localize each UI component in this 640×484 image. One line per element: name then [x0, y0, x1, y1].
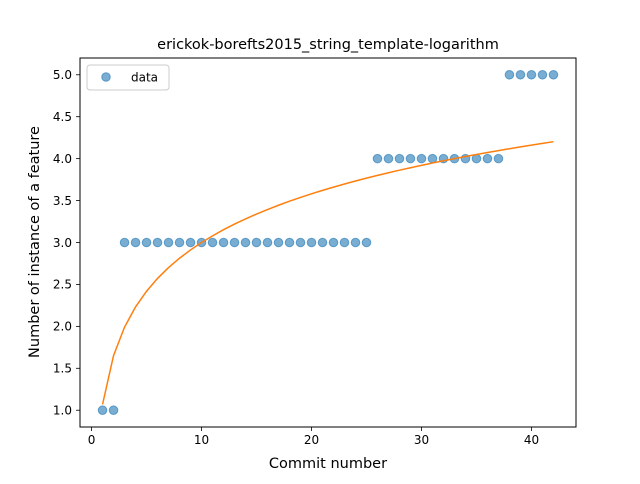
data-point: [493, 153, 504, 164]
y-tick-label: 3.0: [53, 236, 72, 250]
x-tick-label: 0: [88, 433, 96, 447]
y-tick-label: 2.0: [53, 320, 72, 334]
plot-marks: [97, 69, 559, 416]
data-point: [482, 153, 493, 164]
data-point: [405, 153, 416, 164]
chart-title: erickok-borefts2015_string_template-loga…: [157, 37, 499, 53]
x-tick-label: 20: [304, 433, 319, 447]
data-point: [295, 237, 306, 248]
data-point: [218, 237, 229, 248]
data-point: [416, 153, 427, 164]
fit-line: [101, 140, 554, 405]
data-point: [152, 237, 163, 248]
axes-frame: [79, 57, 577, 428]
data-point: [240, 237, 251, 248]
data-point: [372, 153, 383, 164]
data-point: [361, 237, 372, 248]
x-tick-label: 10: [194, 433, 209, 447]
data-point: [262, 237, 273, 248]
axis-ticks: 0 10 20 30 40 1.0 1.5 2.0 2.5 3.0 3.5 4.0 4.5 5.0: [53, 68, 539, 447]
data-point: [383, 153, 394, 164]
x-axis-label: Commit number: [269, 456, 387, 472]
data-point: [185, 237, 196, 248]
data-point: [306, 237, 317, 248]
x-tick-label: 30: [414, 433, 429, 447]
data-point: [548, 69, 559, 80]
data-point: [537, 69, 548, 80]
y-tick-label: 4.5: [53, 110, 72, 124]
data-point: [526, 69, 537, 80]
data-point: [339, 237, 350, 248]
data-point: [130, 237, 141, 248]
data-point: [350, 237, 361, 248]
data-point: [108, 405, 119, 416]
data-point: [394, 153, 405, 164]
y-tick-label: 2.5: [53, 278, 72, 292]
data-point: [174, 237, 185, 248]
data-point: [163, 237, 174, 248]
data-point: [229, 237, 240, 248]
data-point: [504, 69, 515, 80]
y-axis-label: Number of instance of a feature: [27, 126, 43, 358]
y-tick-label: 1.0: [53, 404, 72, 418]
data-point: [97, 405, 108, 416]
data-point: [141, 237, 152, 248]
data-point: [317, 237, 328, 248]
y-tick-label: 1.5: [53, 362, 72, 376]
data-point: [207, 237, 218, 248]
data-point: [251, 237, 262, 248]
data-point: [328, 237, 339, 248]
legend-box: [86, 64, 170, 91]
legend-marker: [101, 72, 111, 82]
data-point: [515, 69, 526, 80]
y-tick-label: 4.0: [53, 152, 72, 166]
data-point: [273, 237, 284, 248]
x-tick-label: 40: [524, 433, 539, 447]
legend-label: data: [131, 71, 158, 85]
legend: data: [86, 64, 170, 91]
y-tick-label: 3.5: [53, 194, 72, 208]
data-point: [119, 237, 130, 248]
y-tick-label: 5.0: [53, 68, 72, 82]
data-point: [284, 237, 295, 248]
